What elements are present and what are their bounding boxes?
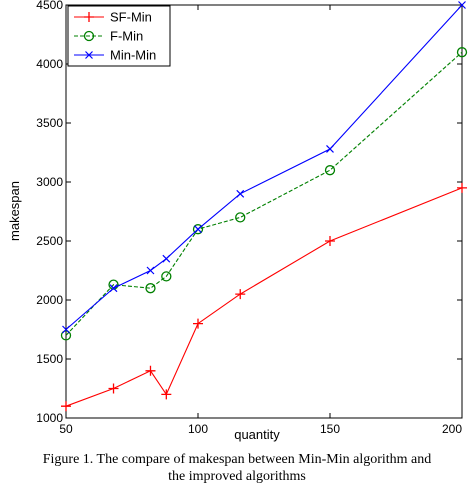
figure-caption: Figure 1. The compare of makespan betwee… [0,451,474,485]
x-marker [162,254,171,263]
x-tick-label: 150 [320,422,340,436]
plus-marker [108,383,119,394]
circle-marker [60,330,72,341]
circle-marker [235,212,246,223]
plus-marker [84,12,94,22]
caption-line-1: Figure 1. The compare of makespan betwee… [42,452,432,467]
plot-area [65,4,463,419]
circle-marker [324,165,336,176]
plus-marker [161,389,172,400]
y-tick-label: 4500 [36,0,63,12]
x-tick-label: 100 [188,422,208,436]
plus-marker [145,365,156,376]
series-layer [60,1,468,412]
plus-marker [325,236,335,246]
legend: SF-Min F-Min Min-Min [67,5,171,67]
x-tick-label: 50 [59,422,73,436]
legend-item: F-Min [74,29,143,44]
circle-marker [83,30,95,42]
line-chart: 1000 1500 2000 2500 3000 3500 4000 4500 50 100 15… [7,0,468,442]
y-tick-label: 2500 [36,234,63,248]
y-tick-label: 2000 [36,293,63,307]
plus-marker [61,401,71,412]
legend-label: SF-Min [110,10,152,25]
x-marker [109,284,118,293]
x-marker [194,225,202,234]
x-marker [62,325,70,334]
series-line [65,187,463,407]
y-tick-label: 1500 [36,352,63,366]
x-marker [236,189,245,198]
y-axis: 1000 1500 2000 2500 3000 3500 4000 4500 [36,0,462,425]
y-tick-label: 3000 [36,175,63,189]
legend-label: F-Min [110,29,143,44]
y-axis-label: makespan [7,181,22,241]
circle-marker [108,279,119,290]
y-tick-label: 1000 [36,411,63,425]
circle-marker [145,283,156,294]
x-marker [458,1,466,9]
plus-marker [235,289,246,300]
plus-marker [193,318,203,329]
series-line [65,4,463,330]
y-tick-label: 3500 [36,116,63,130]
x-tick-label: 200 [442,422,462,436]
circle-marker [192,224,204,235]
x-marker [146,266,155,275]
circle-marker [161,271,172,282]
legend-label: Min-Min [110,48,156,63]
series-min-min [62,1,466,334]
x-axis-label: quantity [234,427,280,442]
circle-marker [456,47,468,58]
x-marker [85,51,93,59]
series-sf-min [61,182,467,412]
plus-marker [457,182,467,193]
legend-item: SF-Min [74,10,152,25]
legend-item: Min-Min [74,48,156,63]
x-axis: 50 100 150 200 [59,5,463,436]
x-marker [326,145,334,153]
caption-line-2: the improved algorithms [168,469,306,484]
y-tick-label: 4000 [36,57,63,71]
